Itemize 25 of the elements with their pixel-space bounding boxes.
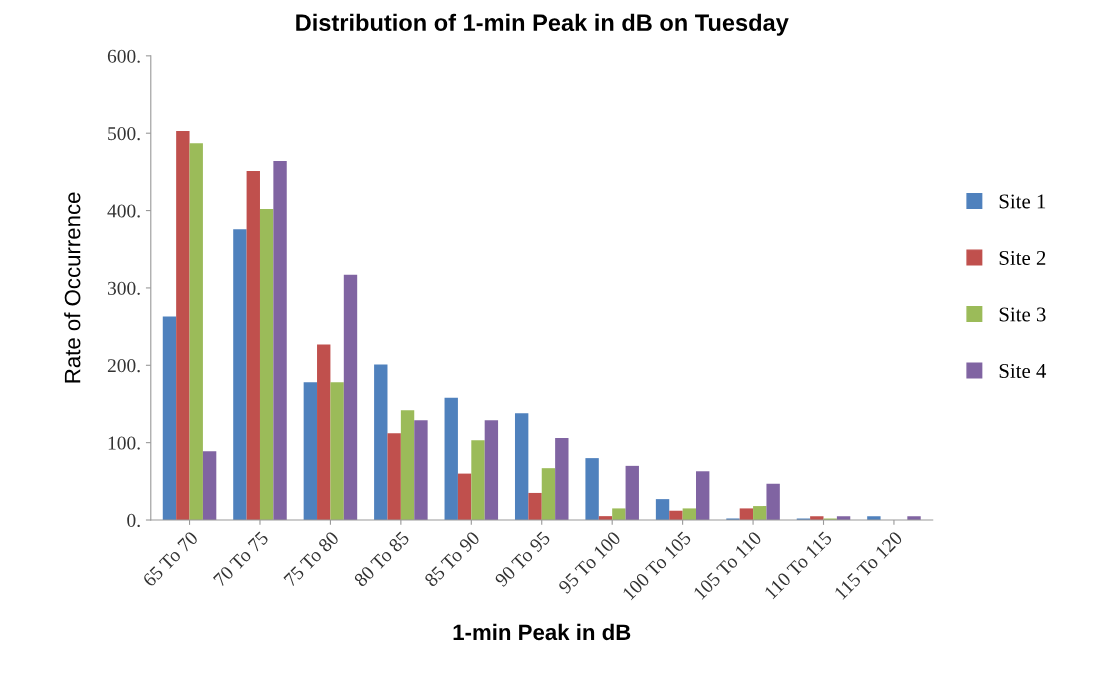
- y-tick-label: 100.: [108, 436, 140, 450]
- x-axis-title: 1-min Peak in dB: [453, 623, 631, 641]
- x-tick-label: 90 To 95: [494, 530, 551, 588]
- y-tick-label: 400.: [107, 204, 140, 218]
- x-tick-label: 100 To 105: [622, 530, 692, 601]
- x-tick-label: 80 To 85: [353, 530, 410, 588]
- x-tick-label: 110 To 115: [763, 530, 833, 600]
- chart-title: Distribution of 1-min Peak in dB on Tuesday: [296, 13, 789, 36]
- legend-label: Site 4: [999, 363, 1047, 378]
- y-axis-title: Rate of Occurrence: [64, 192, 81, 383]
- x-tick-label: 95 To 100: [557, 530, 622, 595]
- y-tick-label: 200.: [107, 359, 140, 373]
- x-tick-label: 115 To 120: [833, 530, 904, 600]
- y-tick-label: 0.: [127, 513, 140, 528]
- legend-label: Site 2: [999, 250, 1046, 265]
- x-tick-label: 105 To 110: [693, 530, 763, 600]
- y-tick-label: 600.: [107, 49, 140, 63]
- legend-label: Site 1: [999, 194, 1046, 209]
- y-tick-label: 500.: [108, 127, 140, 141]
- legend-label: Site 3: [999, 307, 1046, 322]
- x-tick-label: 70 To 75: [212, 530, 270, 587]
- x-tick-label: 65 To 70: [142, 530, 199, 588]
- y-tick-label: 300.: [107, 281, 140, 295]
- x-tick-label: 85 To 90: [423, 530, 481, 588]
- x-tick-label: 75 To 80: [283, 530, 340, 587]
